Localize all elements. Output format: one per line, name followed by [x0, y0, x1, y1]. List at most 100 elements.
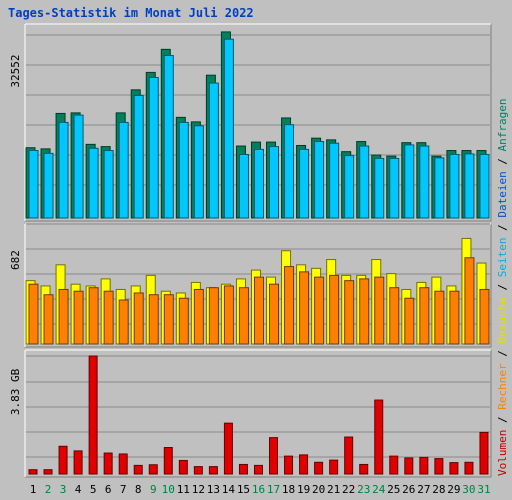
- bar-besuche-25: [389, 287, 400, 345]
- xtick-label-18: 18: [282, 483, 295, 496]
- legend-volumen: Volumen: [496, 430, 509, 476]
- bar-besuche-8: [133, 292, 144, 345]
- bar-dateien-7: [118, 121, 129, 219]
- bar-dateien-19: [299, 148, 310, 219]
- bar-besuche-7: [118, 299, 129, 345]
- bar-volumen-21: [329, 459, 339, 475]
- bar-besuche-31: [479, 288, 490, 345]
- bar-besuche-12: [193, 288, 204, 345]
- bar-besuche-30: [464, 257, 475, 345]
- xtick-label-11: 11: [177, 483, 190, 496]
- legend-separator: /: [496, 344, 509, 364]
- bar-besuche-27: [419, 287, 430, 345]
- bar-volumen-26: [404, 457, 414, 475]
- bar-besuche-13: [208, 287, 219, 345]
- bar-dateien-21: [329, 142, 340, 219]
- bar-volumen-25: [389, 455, 399, 475]
- xtick-label-19: 19: [297, 483, 310, 496]
- bar-volumen-22: [344, 436, 354, 475]
- bar-dateien-25: [389, 157, 400, 219]
- bar-besuche-5: [88, 287, 99, 345]
- bar-besuche-18: [284, 266, 295, 345]
- bar-besuche-11: [178, 297, 189, 345]
- bar-volumen-2: [43, 469, 53, 475]
- bar-besuche-10: [163, 294, 174, 345]
- legend-besuche: Besuche: [496, 297, 509, 343]
- legend-rechner: Rechner: [496, 363, 509, 410]
- bar-volumen-18: [284, 455, 294, 475]
- bar-besuche-1: [28, 283, 39, 345]
- bar-volumen-11: [178, 459, 188, 475]
- bar-dateien-18: [284, 124, 295, 219]
- bar-volumen-8: [133, 464, 143, 475]
- bar-volumen-20: [314, 461, 324, 475]
- bar-dateien-30: [464, 153, 475, 219]
- bar-volumen-14: [223, 422, 233, 475]
- bar-dateien-17: [269, 146, 280, 219]
- bar-besuche-4: [73, 290, 84, 345]
- bar-volumen-16: [253, 464, 263, 475]
- bar-dateien-8: [133, 94, 144, 219]
- bar-besuche-19: [299, 271, 310, 345]
- bar-besuche-3: [58, 288, 69, 345]
- bar-dateien-29: [449, 153, 460, 219]
- bar-dateien-14: [223, 38, 234, 219]
- bar-volumen-28: [434, 458, 444, 475]
- xtick-label-22: 22: [342, 483, 355, 496]
- legend-separator: /: [496, 277, 509, 297]
- xtick-label-27: 27: [417, 483, 430, 496]
- bar-besuche-23: [359, 278, 370, 345]
- bar-volumen-10: [163, 447, 173, 475]
- legend-anfragen: Anfragen: [496, 98, 509, 151]
- bar-dateien-3: [58, 121, 69, 219]
- ytick-label-middle: 682: [9, 250, 22, 270]
- bar-besuche-14: [223, 285, 234, 345]
- bar-besuche-21: [329, 274, 340, 345]
- bar-besuche-20: [314, 276, 325, 345]
- bar-volumen-12: [193, 466, 203, 475]
- bar-dateien-2: [43, 152, 54, 219]
- bar-dateien-26: [404, 144, 415, 219]
- bar-dateien-10: [163, 55, 174, 219]
- bar-dateien-31: [479, 153, 490, 219]
- xtick-label-8: 8: [135, 483, 142, 496]
- ytick-label-bottom: 3.83 GB: [9, 368, 22, 415]
- bar-besuche-2: [43, 294, 54, 345]
- xtick-label-24: 24: [372, 483, 386, 496]
- xtick-label-10: 10: [162, 483, 175, 496]
- xtick-label-9: 9: [150, 483, 157, 496]
- bar-volumen-9: [148, 464, 158, 475]
- bar-besuche-28: [434, 290, 445, 345]
- bar-besuche-6: [103, 290, 114, 345]
- bar-volumen-6: [103, 452, 113, 475]
- bar-dateien-5: [88, 147, 99, 219]
- bar-besuche-15: [238, 287, 249, 345]
- bar-volumen-30: [464, 461, 474, 475]
- bar-volumen-7: [118, 453, 128, 475]
- bar-volumen-13: [208, 466, 218, 475]
- bar-volumen-15: [238, 463, 248, 475]
- legend-separator: /: [496, 410, 509, 430]
- side-legend: Volumen / Rechner / Besuche / Seiten / D…: [496, 98, 509, 476]
- bar-volumen-5: [88, 355, 98, 475]
- xtick-label-15: 15: [237, 483, 250, 496]
- bar-volumen-31: [479, 431, 489, 475]
- bar-dateien-1: [28, 150, 39, 219]
- bar-dateien-27: [419, 145, 430, 219]
- xtick-label-28: 28: [432, 483, 445, 496]
- bar-dateien-22: [344, 155, 355, 219]
- bar-dateien-28: [434, 157, 445, 219]
- xtick-label-6: 6: [105, 483, 112, 496]
- xtick-label-5: 5: [90, 483, 97, 496]
- bar-volumen-27: [419, 456, 429, 475]
- bar-volumen-4: [73, 450, 83, 475]
- bar-dateien-24: [374, 157, 385, 219]
- bar-volumen-17: [269, 437, 279, 475]
- bar-volumen-23: [359, 463, 369, 475]
- xtick-label-3: 3: [60, 483, 67, 496]
- bar-besuche-9: [148, 294, 159, 345]
- xtick-label-30: 30: [462, 483, 475, 496]
- bar-besuche-26: [404, 297, 415, 345]
- bar-besuche-29: [449, 290, 460, 345]
